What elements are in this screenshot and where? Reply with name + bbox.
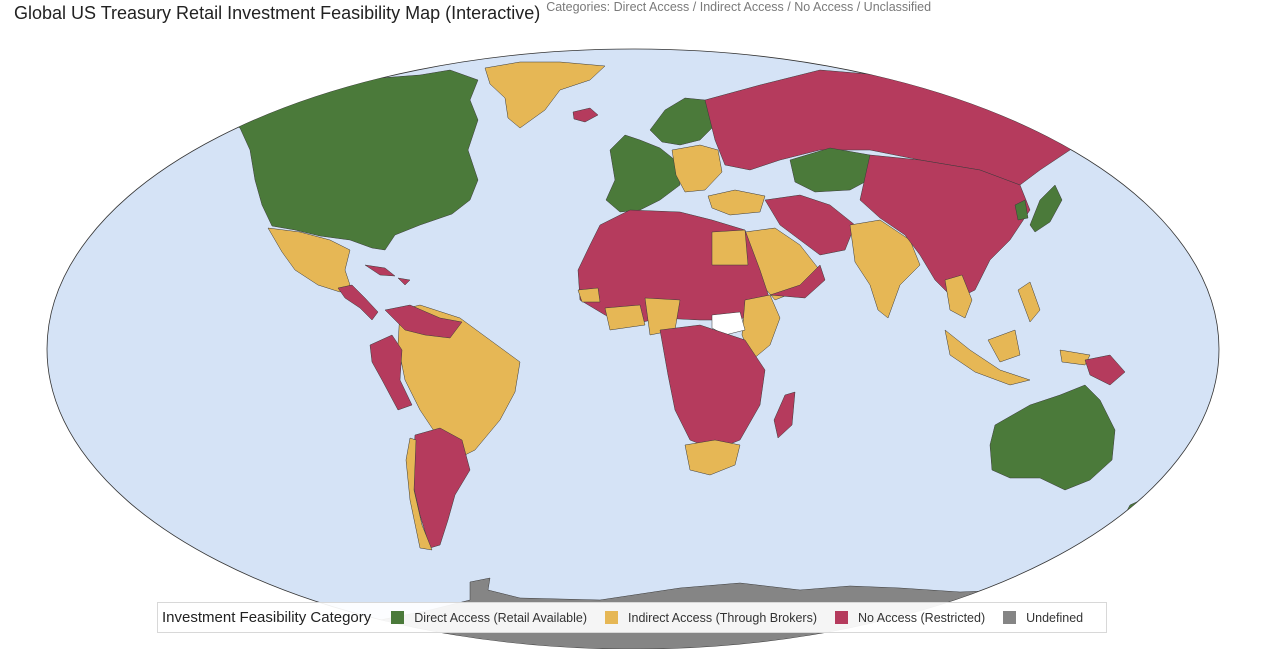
region-egypt[interactable] (711, 229, 749, 266)
region-turkey[interactable] (707, 189, 766, 216)
page-subtitle: Categories: Direct Access / Indirect Acc… (546, 0, 932, 14)
legend-swatch-undefined (1003, 611, 1017, 624)
region-korea[interactable] (1014, 199, 1029, 221)
region-brazil[interactable] (397, 304, 521, 461)
region-central-america[interactable] (337, 284, 379, 321)
region-chile[interactable] (405, 437, 433, 551)
region-greenland[interactable] (484, 61, 606, 129)
legend-label-direct: Direct Access (Retail Available) (414, 610, 588, 625)
region-madagascar[interactable] (773, 391, 796, 439)
title-bar: Global US Treasury Retail Investment Fea… (14, 0, 932, 24)
legend-item-direct[interactable]: Direct Access (Retail Available) (391, 611, 587, 625)
region-western-europe[interactable] (605, 134, 681, 213)
legend-swatch-indirect (605, 611, 619, 624)
legend-item-no-access[interactable]: No Access (Restricted) (835, 611, 985, 625)
region-argentina[interactable] (411, 427, 471, 549)
legend-label-no-access: No Access (Restricted) (858, 610, 986, 625)
region-south-africa[interactable] (684, 439, 741, 476)
region-iceland[interactable] (572, 107, 599, 123)
region-se-asia[interactable] (944, 274, 1031, 386)
page-title: Global US Treasury Retail Investment Fea… (14, 3, 541, 23)
legend-swatch-direct (391, 611, 405, 624)
region-far-east-tip[interactable] (192, 99, 219, 117)
legend-item-indirect[interactable]: Indirect Access (Through Brokers) (605, 611, 817, 625)
map-legend: Investment Feasibility Category Direct A… (157, 602, 1107, 633)
legend-label-indirect: Indirect Access (Through Brokers) (628, 610, 817, 625)
region-caribbean[interactable] (364, 264, 411, 286)
region-eastern-europe[interactable] (671, 144, 723, 193)
region-middle-east[interactable] (764, 194, 856, 256)
region-south-sudan[interactable] (711, 311, 746, 336)
legend-label-undefined: Undefined (1026, 610, 1084, 625)
region-mexico[interactable] (267, 227, 351, 293)
region-indonesia[interactable] (987, 281, 1091, 366)
legend-item-undefined[interactable]: Undefined (1003, 611, 1083, 625)
legend-swatch-no-access (835, 611, 848, 624)
legend-title: Investment Feasibility Category (162, 609, 372, 626)
region-china[interactable] (859, 154, 1031, 301)
region-east-africa[interactable] (741, 294, 781, 361)
region-venezuela[interactable] (384, 304, 463, 339)
region-peru[interactable] (369, 334, 413, 411)
region-india[interactable] (849, 219, 921, 319)
region-yemen[interactable] (769, 264, 826, 299)
region-papua[interactable] (1084, 354, 1126, 386)
region-australia[interactable] (989, 384, 1116, 491)
region-japan[interactable] (1029, 184, 1063, 233)
region-central-africa[interactable] (659, 324, 766, 451)
